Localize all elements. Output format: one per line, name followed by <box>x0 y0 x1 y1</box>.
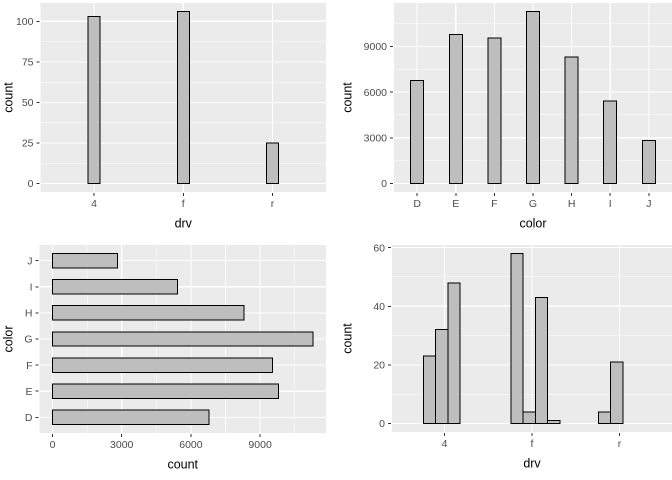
svg-text:E: E <box>25 386 32 398</box>
chart-cell-top-left: 0 25 50 75 100 4 f r drv count <box>0 0 336 240</box>
svg-text:I: I <box>30 281 33 293</box>
svg-text:0: 0 <box>50 439 56 451</box>
svg-text:J: J <box>646 198 651 210</box>
svg-text:f: f <box>182 198 185 210</box>
svg-text:20: 20 <box>373 360 385 372</box>
svg-text:9000: 9000 <box>364 41 388 53</box>
svg-text:r: r <box>271 198 275 210</box>
svg-text:H: H <box>25 308 33 320</box>
svg-text:3000: 3000 <box>364 132 388 144</box>
svg-text:0: 0 <box>381 178 387 190</box>
svg-text:count: count <box>340 323 354 354</box>
svg-text:F: F <box>26 360 32 372</box>
svg-text:count: count <box>340 82 354 113</box>
svg-text:3000: 3000 <box>110 439 134 451</box>
svg-text:color: color <box>519 216 546 230</box>
svg-text:G: G <box>24 334 32 346</box>
svg-text:drv: drv <box>175 216 193 230</box>
chart-cell-bottom-right: 0 20 40 60 4 f r drv count <box>336 240 672 480</box>
svg-text:9000: 9000 <box>248 439 272 451</box>
svg-text:60: 60 <box>373 242 385 254</box>
svg-text:6000: 6000 <box>179 439 203 451</box>
svg-text:40: 40 <box>373 301 385 313</box>
svg-text:0: 0 <box>28 178 34 190</box>
bar-chart-drv-count: 0 25 50 75 100 4 f r drv count <box>1 3 326 230</box>
svg-text:count: count <box>1 82 15 113</box>
svg-text:4: 4 <box>91 198 97 210</box>
svg-text:25: 25 <box>22 138 34 150</box>
svg-text:100: 100 <box>16 16 34 28</box>
svg-text:D: D <box>413 198 421 210</box>
svg-text:4: 4 <box>442 438 448 450</box>
svg-text:drv: drv <box>523 456 541 470</box>
svg-text:count: count <box>167 457 198 471</box>
svg-text:D: D <box>25 412 33 424</box>
svg-text:I: I <box>609 198 612 210</box>
svg-text:G: G <box>529 198 537 210</box>
svg-text:H: H <box>568 198 576 210</box>
bar-chart-drv-count-dodged: 0 20 40 60 4 f r drv count <box>340 242 672 470</box>
svg-text:6000: 6000 <box>364 87 388 99</box>
svg-text:J: J <box>27 255 32 267</box>
svg-text:r: r <box>618 438 622 450</box>
svg-text:75: 75 <box>22 57 34 69</box>
svg-text:F: F <box>491 198 497 210</box>
svg-text:50: 50 <box>22 97 34 109</box>
svg-text:f: f <box>531 438 534 450</box>
svg-text:0: 0 <box>379 418 385 430</box>
svg-text:color: color <box>1 325 15 352</box>
svg-text:E: E <box>452 198 459 210</box>
